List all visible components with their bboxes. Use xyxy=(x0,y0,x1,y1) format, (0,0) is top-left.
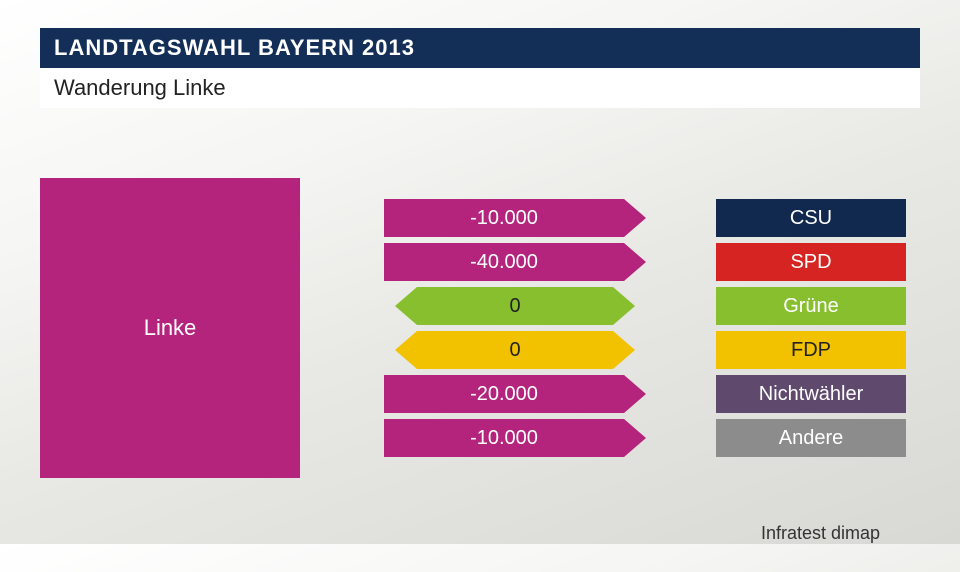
flows-column: -10.000 CSU -40.000 SPD 0 Grüne 0 FDP -20.000 Nic… xyxy=(300,178,920,478)
arrow-head-right-icon xyxy=(613,331,635,369)
arrow-head-right-icon xyxy=(624,419,646,457)
target-party-label: Andere xyxy=(716,419,906,457)
target-party-label: Grüne xyxy=(716,287,906,325)
arrow-head-left-icon xyxy=(395,331,417,369)
flow-row: 0 Grüne xyxy=(314,287,906,325)
target-party-label: CSU xyxy=(716,199,906,237)
source-party-label: Linke xyxy=(144,315,197,341)
flow-value: -10.000 xyxy=(384,199,624,237)
flow-arrow: 0 xyxy=(314,287,716,325)
header-title-bar: LANDTAGSWAHL BAYERN 2013 xyxy=(40,28,920,68)
flow-value: -20.000 xyxy=(384,375,624,413)
flow-value: 0 xyxy=(417,287,613,325)
source-party-block: Linke xyxy=(40,178,300,478)
arrow-head-right-icon xyxy=(613,287,635,325)
arrow-head-right-icon xyxy=(624,243,646,281)
chart-area: Linke -10.000 CSU -40.000 SPD 0 Grüne 0 FDP -20.… xyxy=(40,178,920,478)
flow-arrow: -10.000 xyxy=(314,419,716,457)
source-credit: Infratest dimap xyxy=(761,523,880,544)
header-title: LANDTAGSWAHL BAYERN 2013 xyxy=(54,35,415,61)
arrow-head-left-icon xyxy=(395,287,417,325)
flow-value: -10.000 xyxy=(384,419,624,457)
flow-arrow: -20.000 xyxy=(314,375,716,413)
flow-row: -10.000 CSU xyxy=(314,199,906,237)
target-party-label: FDP xyxy=(716,331,906,369)
flow-arrow: -10.000 xyxy=(314,199,716,237)
flow-arrow: 0 xyxy=(314,331,716,369)
flow-row: -10.000 Andere xyxy=(314,419,906,457)
arrow-head-right-icon xyxy=(624,199,646,237)
arrow-head-right-icon xyxy=(624,375,646,413)
flow-arrow: -40.000 xyxy=(314,243,716,281)
header-subtitle: Wanderung Linke xyxy=(54,75,226,101)
flow-row: -20.000 Nichtwähler xyxy=(314,375,906,413)
flow-row: 0 FDP xyxy=(314,331,906,369)
flow-value: 0 xyxy=(417,331,613,369)
target-party-label: Nichtwähler xyxy=(716,375,906,413)
flow-value: -40.000 xyxy=(384,243,624,281)
header-subtitle-bar: Wanderung Linke xyxy=(40,68,920,108)
flow-row: -40.000 SPD xyxy=(314,243,906,281)
target-party-label: SPD xyxy=(716,243,906,281)
